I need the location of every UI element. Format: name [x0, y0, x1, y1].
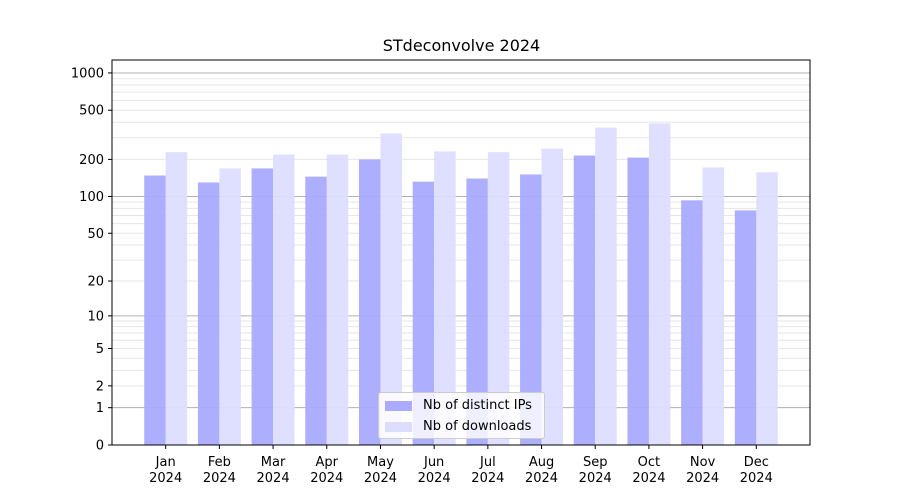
axes-frame [111, 59, 811, 446]
bar-downloads [702, 167, 725, 445]
x-tick-label: Sep [583, 455, 608, 470]
bar-ips [412, 181, 435, 445]
y-tick-label: 500 [79, 104, 104, 119]
x-tick-label: 2024 [686, 471, 719, 486]
bar-downloads [380, 133, 402, 445]
y-tick-label: 1 [96, 401, 104, 416]
y-tick-label: 20 [87, 275, 104, 290]
x-tick-label: Oct [638, 455, 660, 470]
x-tick-label: Feb [208, 455, 231, 470]
bar-ips [627, 157, 649, 445]
x-tick-label: Apr [316, 455, 339, 470]
bar-downloads [595, 127, 617, 445]
legend-item-downloads: Nb of downloads [385, 419, 531, 434]
bar-downloads [326, 154, 349, 445]
bar-ips [197, 182, 220, 445]
bar-downloads [165, 152, 188, 445]
x-tick-label: 2024 [471, 471, 504, 486]
x-tick-label: 2024 [525, 471, 558, 486]
y-tick-label: 1000 [71, 66, 104, 81]
x-tick-label: 2024 [203, 471, 236, 486]
bar-downloads [648, 123, 671, 445]
y-tick-label: 2 [96, 379, 104, 394]
bar-ips [573, 155, 596, 445]
bar-ips [681, 200, 703, 445]
x-tick-label: Nov [690, 455, 716, 470]
legend-label-ips: Nb of distinct IPs [423, 398, 532, 413]
legend: Nb of distinct IPs Nb of downloads [378, 392, 545, 439]
legend-swatch-downloads [385, 421, 412, 432]
bar-downloads [487, 152, 510, 445]
x-tick-label: Jan [155, 455, 176, 470]
bar-ips [520, 174, 542, 445]
x-tick-label: 2024 [364, 471, 397, 486]
x-tick-label: 2024 [418, 471, 451, 486]
bar-ips [466, 178, 488, 445]
x-tick-label: Jul [479, 455, 496, 470]
y-tick-label: 50 [87, 227, 104, 242]
bar-ips [144, 175, 166, 445]
chart-title: STdeconvolve 2024 [382, 36, 541, 55]
y-tick-label: 5 [96, 342, 104, 357]
x-tick-label: 2024 [310, 471, 343, 486]
y-tick-label: 100 [79, 190, 104, 205]
y-tick-label: 0 [96, 439, 104, 454]
bar-ips [305, 176, 327, 445]
bar-downloads [273, 154, 295, 445]
bar-downloads [756, 172, 778, 445]
x-tick-label: 2024 [149, 471, 182, 486]
y-tick-label: 10 [87, 309, 104, 324]
x-tick-label: Aug [529, 455, 554, 470]
x-tick-label: Dec [744, 455, 769, 470]
x-tick-label: 2024 [257, 471, 290, 486]
bar-downloads [219, 168, 241, 446]
bar-ips [734, 210, 757, 445]
legend-label-downloads: Nb of downloads [423, 419, 532, 434]
legend-item-ips: Nb of distinct IPs [385, 398, 532, 413]
bar-downloads [434, 151, 456, 445]
bar-ips [358, 159, 381, 445]
bar-ips [251, 168, 274, 446]
x-tick-label: May [367, 455, 394, 470]
y-tick-label: 200 [79, 153, 104, 168]
x-tick-label: Mar [261, 455, 286, 470]
x-tick-label: 2024 [740, 471, 773, 486]
bar-downloads [541, 148, 564, 445]
legend-swatch-ips [385, 400, 412, 411]
x-tick-label: 2024 [632, 471, 665, 486]
x-tick-label: Jun [423, 455, 444, 470]
x-tick-label: 2024 [579, 471, 612, 486]
